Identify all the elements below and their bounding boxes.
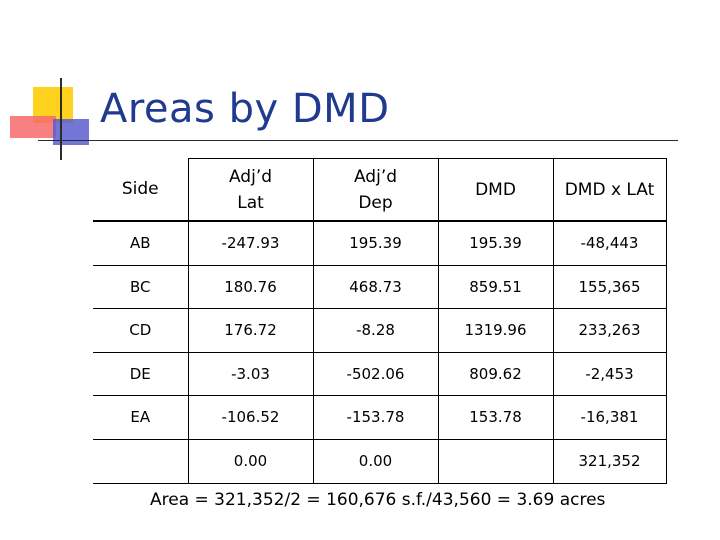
cell-side: CD (93, 308, 189, 353)
area-calculation: Area = 321,352/2 = 160,676 s.f./43,560 =… (150, 490, 606, 510)
cell-dmd-x-lat: -48,443 (553, 221, 667, 266)
totals-side (93, 439, 189, 484)
cell-dmd: 859.51 (438, 265, 554, 309)
totals-dmd (438, 439, 554, 484)
cell-adj-lat: 180.76 (188, 265, 314, 309)
cell-dmd: 1319.96 (438, 308, 554, 353)
totals-lat: 0.00 (188, 439, 314, 484)
cell-dmd-x-lat: 155,365 (553, 265, 667, 309)
header-dmd: DMD (438, 158, 554, 222)
totals-dep: 0.00 (313, 439, 439, 484)
cell-dmd-x-lat: -2,453 (553, 352, 667, 396)
table-row: EA -106.52 -153.78 153.78 -16,381 (93, 395, 667, 440)
decor-vertical-line (60, 78, 62, 160)
totals-dmd-x-lat: 321,352 (553, 439, 667, 484)
cell-adj-dep: -153.78 (313, 395, 439, 440)
title-underline (38, 140, 678, 141)
decor-red-square (10, 116, 56, 138)
cell-adj-dep: -502.06 (313, 352, 439, 396)
totals-row: 0.00 0.00 321,352 (93, 439, 667, 484)
cell-dmd: 153.78 (438, 395, 554, 440)
dmd-table: Side Adj’d Lat Adj’d Dep DMD DMD x LAt AB … (93, 158, 667, 484)
table-row: DE -3.03 -502.06 809.62 -2,453 (93, 352, 667, 396)
cell-adj-dep: -8.28 (313, 308, 439, 353)
cell-adj-lat: 176.72 (188, 308, 314, 353)
cell-side: BC (93, 265, 189, 309)
decor-blue-square (53, 119, 89, 145)
header-adj-dep: Adj’d Dep (313, 158, 439, 222)
cell-dmd-x-lat: -16,381 (553, 395, 667, 440)
cell-dmd-x-lat: 233,263 (553, 308, 667, 353)
header-dmd-x-lat: DMD x LAt (553, 158, 667, 222)
table-row: CD 176.72 -8.28 1319.96 233,263 (93, 308, 667, 353)
cell-dmd: 195.39 (438, 221, 554, 266)
header-adj-lat: Adj’d Lat (188, 158, 314, 222)
table-row: BC 180.76 468.73 859.51 155,365 (93, 265, 667, 309)
cell-dmd: 809.62 (438, 352, 554, 396)
cell-side: EA (93, 395, 189, 440)
header-side: Side (93, 158, 189, 222)
cell-adj-lat: -3.03 (188, 352, 314, 396)
table-row: AB -247.93 195.39 195.39 -48,443 (93, 221, 667, 266)
slide-title: Areas by DMD (100, 86, 390, 132)
cell-side: DE (93, 352, 189, 396)
cell-adj-lat: -247.93 (188, 221, 314, 266)
cell-side: AB (93, 221, 189, 266)
cell-adj-lat: -106.52 (188, 395, 314, 440)
cell-adj-dep: 195.39 (313, 221, 439, 266)
cell-adj-dep: 468.73 (313, 265, 439, 309)
header-row: Side Adj’d Lat Adj’d Dep DMD DMD x LAt (93, 158, 667, 222)
